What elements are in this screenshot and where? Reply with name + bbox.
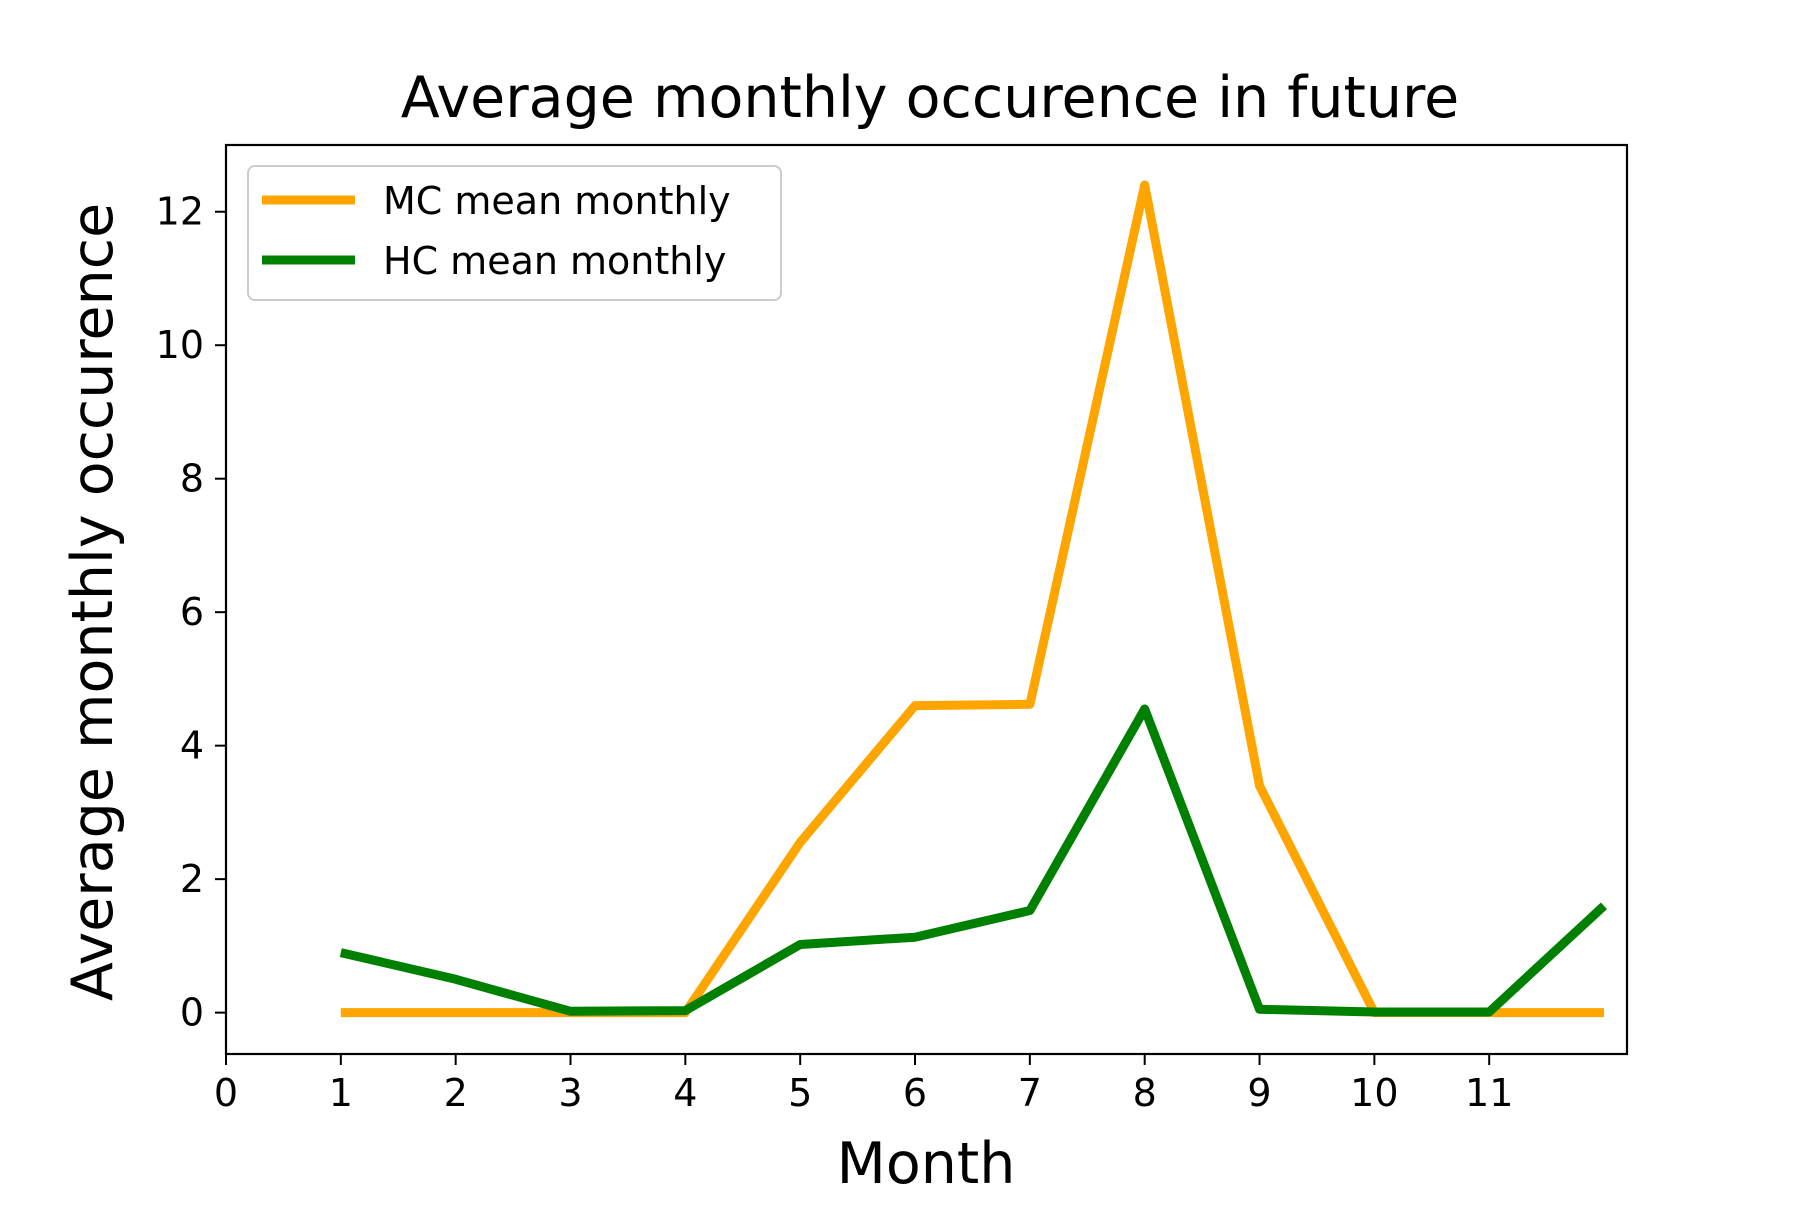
- x-tick-label: 1: [329, 1071, 353, 1115]
- y-tick-label: 0: [180, 991, 204, 1035]
- legend-label: MC mean monthly: [383, 179, 731, 223]
- x-tick-label: 6: [903, 1071, 927, 1115]
- x-tick-label: 7: [1018, 1071, 1042, 1115]
- x-tick-label: 11: [1465, 1071, 1513, 1115]
- y-tick-label: 2: [180, 857, 204, 901]
- y-axis-label: Average monthly occurence: [60, 203, 126, 1001]
- series-line-hc: [339, 704, 1608, 1017]
- legend-box: [247, 165, 782, 301]
- legend: MC mean monthly HC mean monthly: [247, 165, 782, 301]
- y-tick-label: 6: [180, 590, 204, 634]
- y-tick-label: 12: [156, 190, 204, 234]
- x-tick-label: 8: [1133, 1071, 1157, 1115]
- x-tick-label: 2: [444, 1071, 468, 1115]
- legend-label: HC mean monthly: [383, 239, 726, 283]
- x-tick-label: 10: [1350, 1071, 1398, 1115]
- x-tick-label: 5: [788, 1071, 812, 1115]
- y-tick-label: 4: [180, 724, 204, 768]
- y-tick-label: 8: [180, 457, 204, 501]
- x-tick-label: 3: [558, 1071, 582, 1115]
- y-tick-label: 10: [156, 323, 204, 367]
- x-tick-label: 4: [673, 1071, 697, 1115]
- x-tick-label: 0: [214, 1071, 238, 1115]
- axes-frame: [224, 143, 1629, 1056]
- x-tick-label: 9: [1247, 1071, 1271, 1115]
- chart-title: Average monthly occurence in future: [401, 65, 1459, 131]
- x-axis-label: Month: [837, 1131, 1016, 1197]
